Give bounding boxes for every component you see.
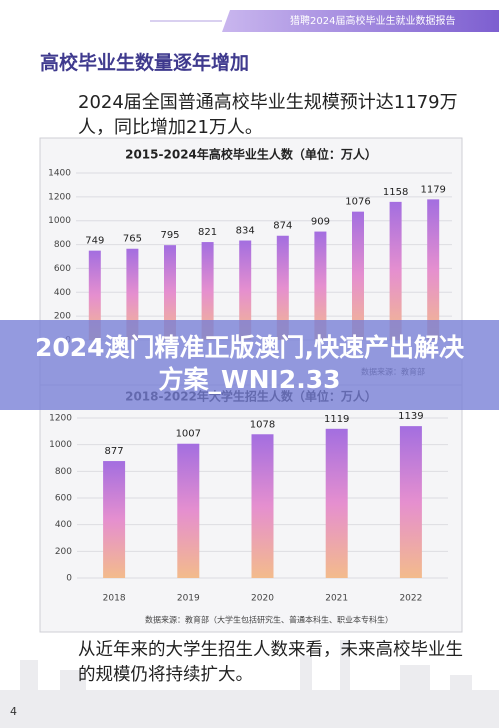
y-tick-label: 1200	[49, 414, 72, 424]
chart-title: 2015-2024年高校毕业生人数（单位：万人）	[125, 147, 377, 162]
bar	[126, 248, 139, 340]
value-label: 749	[85, 236, 104, 247]
value-label: 1119	[324, 414, 349, 425]
value-label: 1078	[250, 419, 275, 430]
y-tick-label: 200	[55, 547, 72, 557]
bar	[325, 428, 348, 578]
page-number: 4	[10, 705, 17, 718]
x-tick-label: 2018	[103, 594, 126, 604]
intro: 2024届全国普通高校毕业生规模预计达1179万人，同比增加21万人。	[78, 92, 458, 138]
y-tick-label: 0	[66, 574, 72, 584]
value-label: 1076	[345, 197, 370, 208]
y-tick-label: 1400	[48, 169, 71, 179]
value-label: 834	[236, 226, 255, 237]
bar	[177, 443, 200, 578]
bar	[389, 201, 402, 340]
bar	[88, 250, 101, 340]
x-tick-label: 2021	[325, 594, 348, 604]
y-tick-label: 1200	[48, 192, 71, 202]
conclusion: 从近年来的大学生招生人数来看，未来高校毕业生的规模仍将持续扩大。	[78, 640, 463, 685]
bar	[276, 235, 289, 340]
value-label: 877	[105, 446, 124, 457]
y-tick-label: 200	[54, 312, 71, 322]
value-label: 795	[160, 230, 179, 241]
value-label: 1179	[420, 184, 445, 195]
bar	[239, 240, 252, 340]
y-tick-label: 600	[55, 494, 72, 504]
x-tick-label: 2020	[251, 594, 274, 604]
bar	[201, 242, 214, 340]
y-tick-label: 400	[55, 520, 72, 530]
bar	[352, 211, 364, 340]
bar	[251, 434, 274, 578]
value-label: 1139	[398, 411, 423, 422]
y-tick-label: 1000	[48, 216, 71, 226]
header-band	[222, 10, 499, 32]
value-label: 765	[123, 234, 142, 245]
section-title: 高校毕业生数量逐年增加	[40, 52, 250, 74]
y-tick-label: 400	[54, 288, 71, 298]
x-tick-label: 2022	[399, 594, 422, 604]
chart-source: 数据来源：教育部（大学生包括研究生、普通本科生、职业本专科生）	[145, 615, 393, 625]
value-label: 874	[273, 221, 292, 232]
y-tick-label: 800	[55, 467, 72, 477]
header-brand: 猎聘2024届高校毕业生就业数据报告	[290, 14, 455, 27]
value-label: 821	[198, 227, 217, 238]
bar	[427, 199, 440, 340]
y-tick-label: 800	[54, 240, 71, 250]
bar	[399, 426, 422, 578]
overlay-banner: 2024澳门精准正版澳门,快速产出解决方案_WNI2.33	[0, 320, 499, 410]
bar	[164, 245, 176, 340]
bar	[314, 231, 327, 340]
bar	[103, 461, 126, 578]
y-tick-label: 600	[54, 264, 71, 274]
value-label: 909	[311, 217, 330, 228]
value-label: 1158	[383, 187, 408, 198]
value-label: 1007	[176, 429, 201, 440]
overlay-text: 2024澳门精准正版澳门,快速产出解决方案_WNI2.33	[34, 333, 465, 394]
y-tick-label: 1000	[49, 440, 72, 450]
x-tick-label: 2019	[177, 594, 200, 604]
skyline	[0, 640, 499, 728]
